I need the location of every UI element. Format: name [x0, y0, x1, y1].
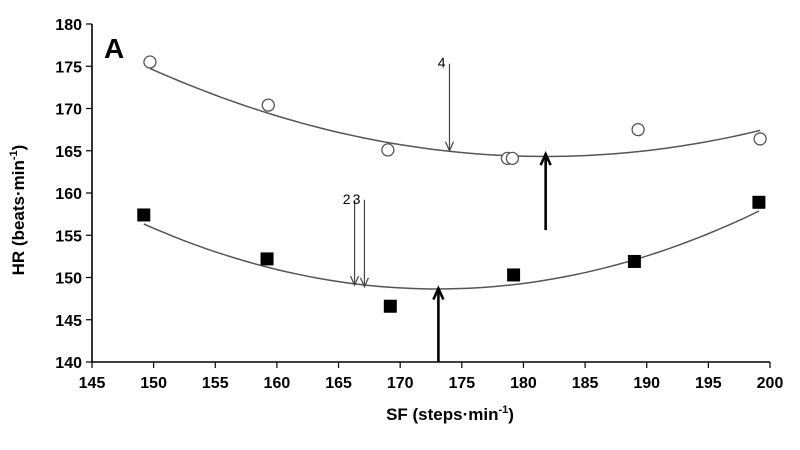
x-tick-label: 195: [695, 375, 722, 392]
annotations: 4 2 3: [343, 55, 552, 362]
y-tick-label: 165: [55, 144, 82, 161]
fit-curve-1: [149, 67, 761, 158]
y-tick-label: 140: [55, 355, 82, 372]
y-tick-label: 145: [55, 313, 82, 330]
x-tick-label: 150: [140, 375, 167, 392]
data-point-filled-square: [137, 208, 151, 222]
annotation-arrowhead: [432, 285, 445, 301]
annotation-arrowhead: [350, 275, 360, 287]
x-tick-label: 170: [387, 375, 414, 392]
y-axis-title-main: HR (beats·min: [9, 160, 28, 275]
y-tick-label: 170: [55, 102, 82, 119]
x-tick-label: 190: [633, 375, 660, 392]
y-axis-title: HR (beats·min-1): [8, 145, 28, 276]
annotation-label: 4: [438, 55, 446, 71]
data-point-open-circle: [631, 122, 645, 137]
x-axis-title-end: ): [508, 405, 514, 424]
data-point-open-circle: [381, 143, 395, 157]
data-point-open-circle: [261, 98, 275, 112]
data-point-filled-square: [627, 254, 641, 268]
x-tick-label: 145: [79, 375, 106, 392]
x-tick-label: 175: [448, 375, 475, 392]
panel-label: A: [104, 33, 124, 64]
x-tick-label: 185: [572, 375, 599, 392]
annotation-label: 3: [353, 191, 361, 207]
annotation-arrowhead: [539, 150, 552, 166]
x-tick-label: 180: [510, 375, 537, 392]
data-point-open-circle: [505, 151, 520, 166]
fit-curve-2: [143, 210, 760, 290]
x-tick-label: 200: [757, 375, 784, 392]
x-tick-label: 155: [202, 375, 229, 392]
x-axis-title-main: SF (steps·min: [386, 405, 498, 424]
axes: 145 150 155 160 165 170 175 180 185 190 195 200 140 1…: [55, 17, 783, 392]
annotation-arrowhead: [359, 277, 369, 289]
data-point-filled-square: [383, 299, 397, 313]
y-tick-label: 175: [55, 59, 82, 76]
y-tick-label: 160: [55, 186, 82, 203]
x-axis-title: SF (steps·min-1): [386, 404, 514, 424]
x-tick-label: 165: [325, 375, 352, 392]
y-tick-label: 155: [55, 228, 82, 245]
y-tick-label: 150: [55, 271, 82, 288]
annotation-label: 2: [343, 191, 351, 207]
x-axis-title-sup: -1: [498, 404, 508, 416]
data-point-filled-square: [507, 268, 521, 282]
data-points: [137, 55, 767, 313]
data-point-open-circle: [143, 55, 157, 69]
annotation-arrowhead: [444, 141, 455, 153]
x-tick-label: 160: [264, 375, 291, 392]
data-point-filled-square: [260, 252, 274, 266]
y-axis-title-end: ): [9, 145, 28, 151]
y-tick-label: 180: [55, 17, 82, 34]
data-point-filled-square: [752, 195, 766, 209]
fit-curves: [143, 67, 761, 290]
y-axis-title-sup: -1: [8, 150, 20, 160]
data-point-open-circle: [753, 132, 767, 146]
